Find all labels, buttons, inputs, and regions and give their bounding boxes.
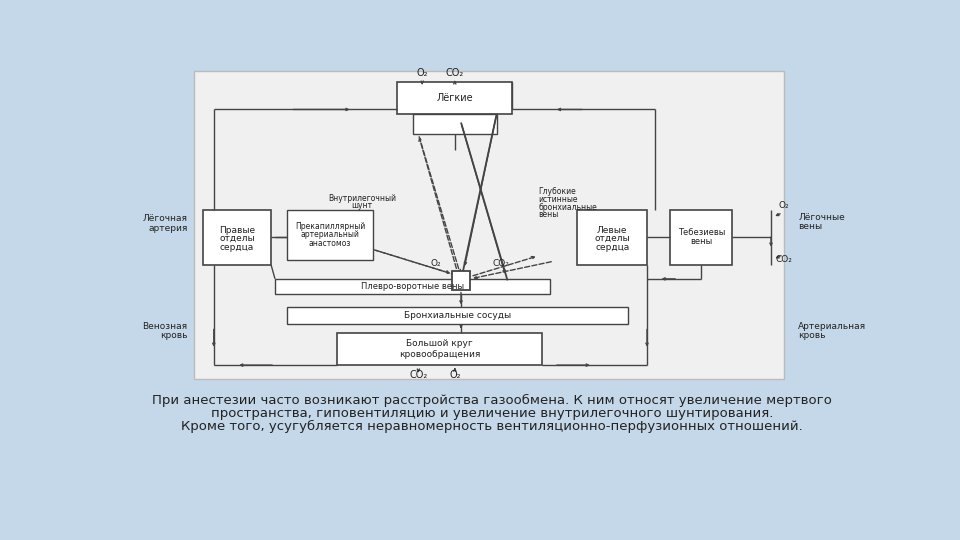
Text: O₂: O₂ — [431, 259, 442, 268]
Bar — [670, 210, 732, 265]
Text: O₂: O₂ — [417, 68, 428, 78]
Text: артериальный: артериальный — [300, 230, 359, 239]
Bar — [452, 271, 470, 289]
Bar — [287, 307, 628, 325]
Text: Глубокие: Глубокие — [539, 187, 576, 197]
Text: Прекапиллярный: Прекапиллярный — [295, 221, 365, 231]
Bar — [577, 210, 647, 265]
Text: CO₂: CO₂ — [492, 259, 510, 268]
Text: Большой круг: Большой круг — [406, 339, 473, 348]
Text: отделы: отделы — [219, 234, 254, 244]
Text: Лёгочные: Лёгочные — [798, 213, 845, 222]
Text: Бронхиальные сосуды: Бронхиальные сосуды — [403, 312, 511, 320]
Bar — [194, 71, 784, 379]
Text: Внутрилегочный: Внутрилегочный — [327, 193, 396, 202]
Text: O₂: O₂ — [449, 370, 461, 380]
Text: O₂: O₂ — [779, 201, 789, 210]
Text: Кроме того, усугубляется неравномерность вентиляционно-перфузионных отношений.: Кроме того, усугубляется неравномерность… — [181, 420, 803, 433]
Text: Тебезиевы: Тебезиевы — [678, 228, 725, 237]
Bar — [337, 333, 542, 365]
Text: Левые: Левые — [597, 226, 628, 235]
Text: Лёгкие: Лёгкие — [437, 93, 473, 103]
Text: При анестезии часто возникают расстройства газообмена. К ним относят увеличение : При анестезии часто возникают расстройст… — [152, 394, 832, 407]
Text: CO₂: CO₂ — [445, 68, 464, 78]
Bar — [287, 210, 373, 260]
Text: пространства, гиповентиляцию и увеличение внутрилегочного шунтирования.: пространства, гиповентиляцию и увеличени… — [211, 407, 773, 420]
Text: кровь: кровь — [160, 332, 187, 340]
Bar — [413, 114, 496, 134]
Text: сердца: сердца — [595, 243, 629, 252]
Text: Артериальная: Артериальная — [798, 322, 866, 331]
Text: CO₂: CO₂ — [409, 370, 427, 380]
Text: CO₂: CO₂ — [776, 255, 793, 264]
Text: отделы: отделы — [594, 234, 630, 244]
Text: шунт: шунт — [351, 201, 372, 210]
Text: сердца: сердца — [220, 243, 254, 252]
Bar — [275, 279, 550, 294]
Text: бронхиальные: бронхиальные — [539, 202, 597, 212]
Text: кровь: кровь — [798, 332, 826, 340]
Text: Правые: Правые — [219, 226, 255, 235]
Text: истинные: истинные — [539, 195, 578, 204]
Text: анастомоз: анастомоз — [309, 239, 351, 247]
Text: артерия: артерия — [148, 224, 187, 233]
Bar — [203, 210, 271, 265]
Text: вены: вены — [798, 222, 823, 231]
Text: кровообращения: кровообращения — [399, 350, 480, 359]
Text: Лёгочная: Лёгочная — [142, 214, 187, 224]
Text: Плевро-воротные вены: Плевро-воротные вены — [361, 282, 464, 291]
Bar — [397, 82, 512, 114]
Text: Венозная: Венозная — [142, 322, 187, 331]
Text: вены: вены — [539, 211, 559, 219]
Text: вены: вены — [690, 238, 712, 246]
